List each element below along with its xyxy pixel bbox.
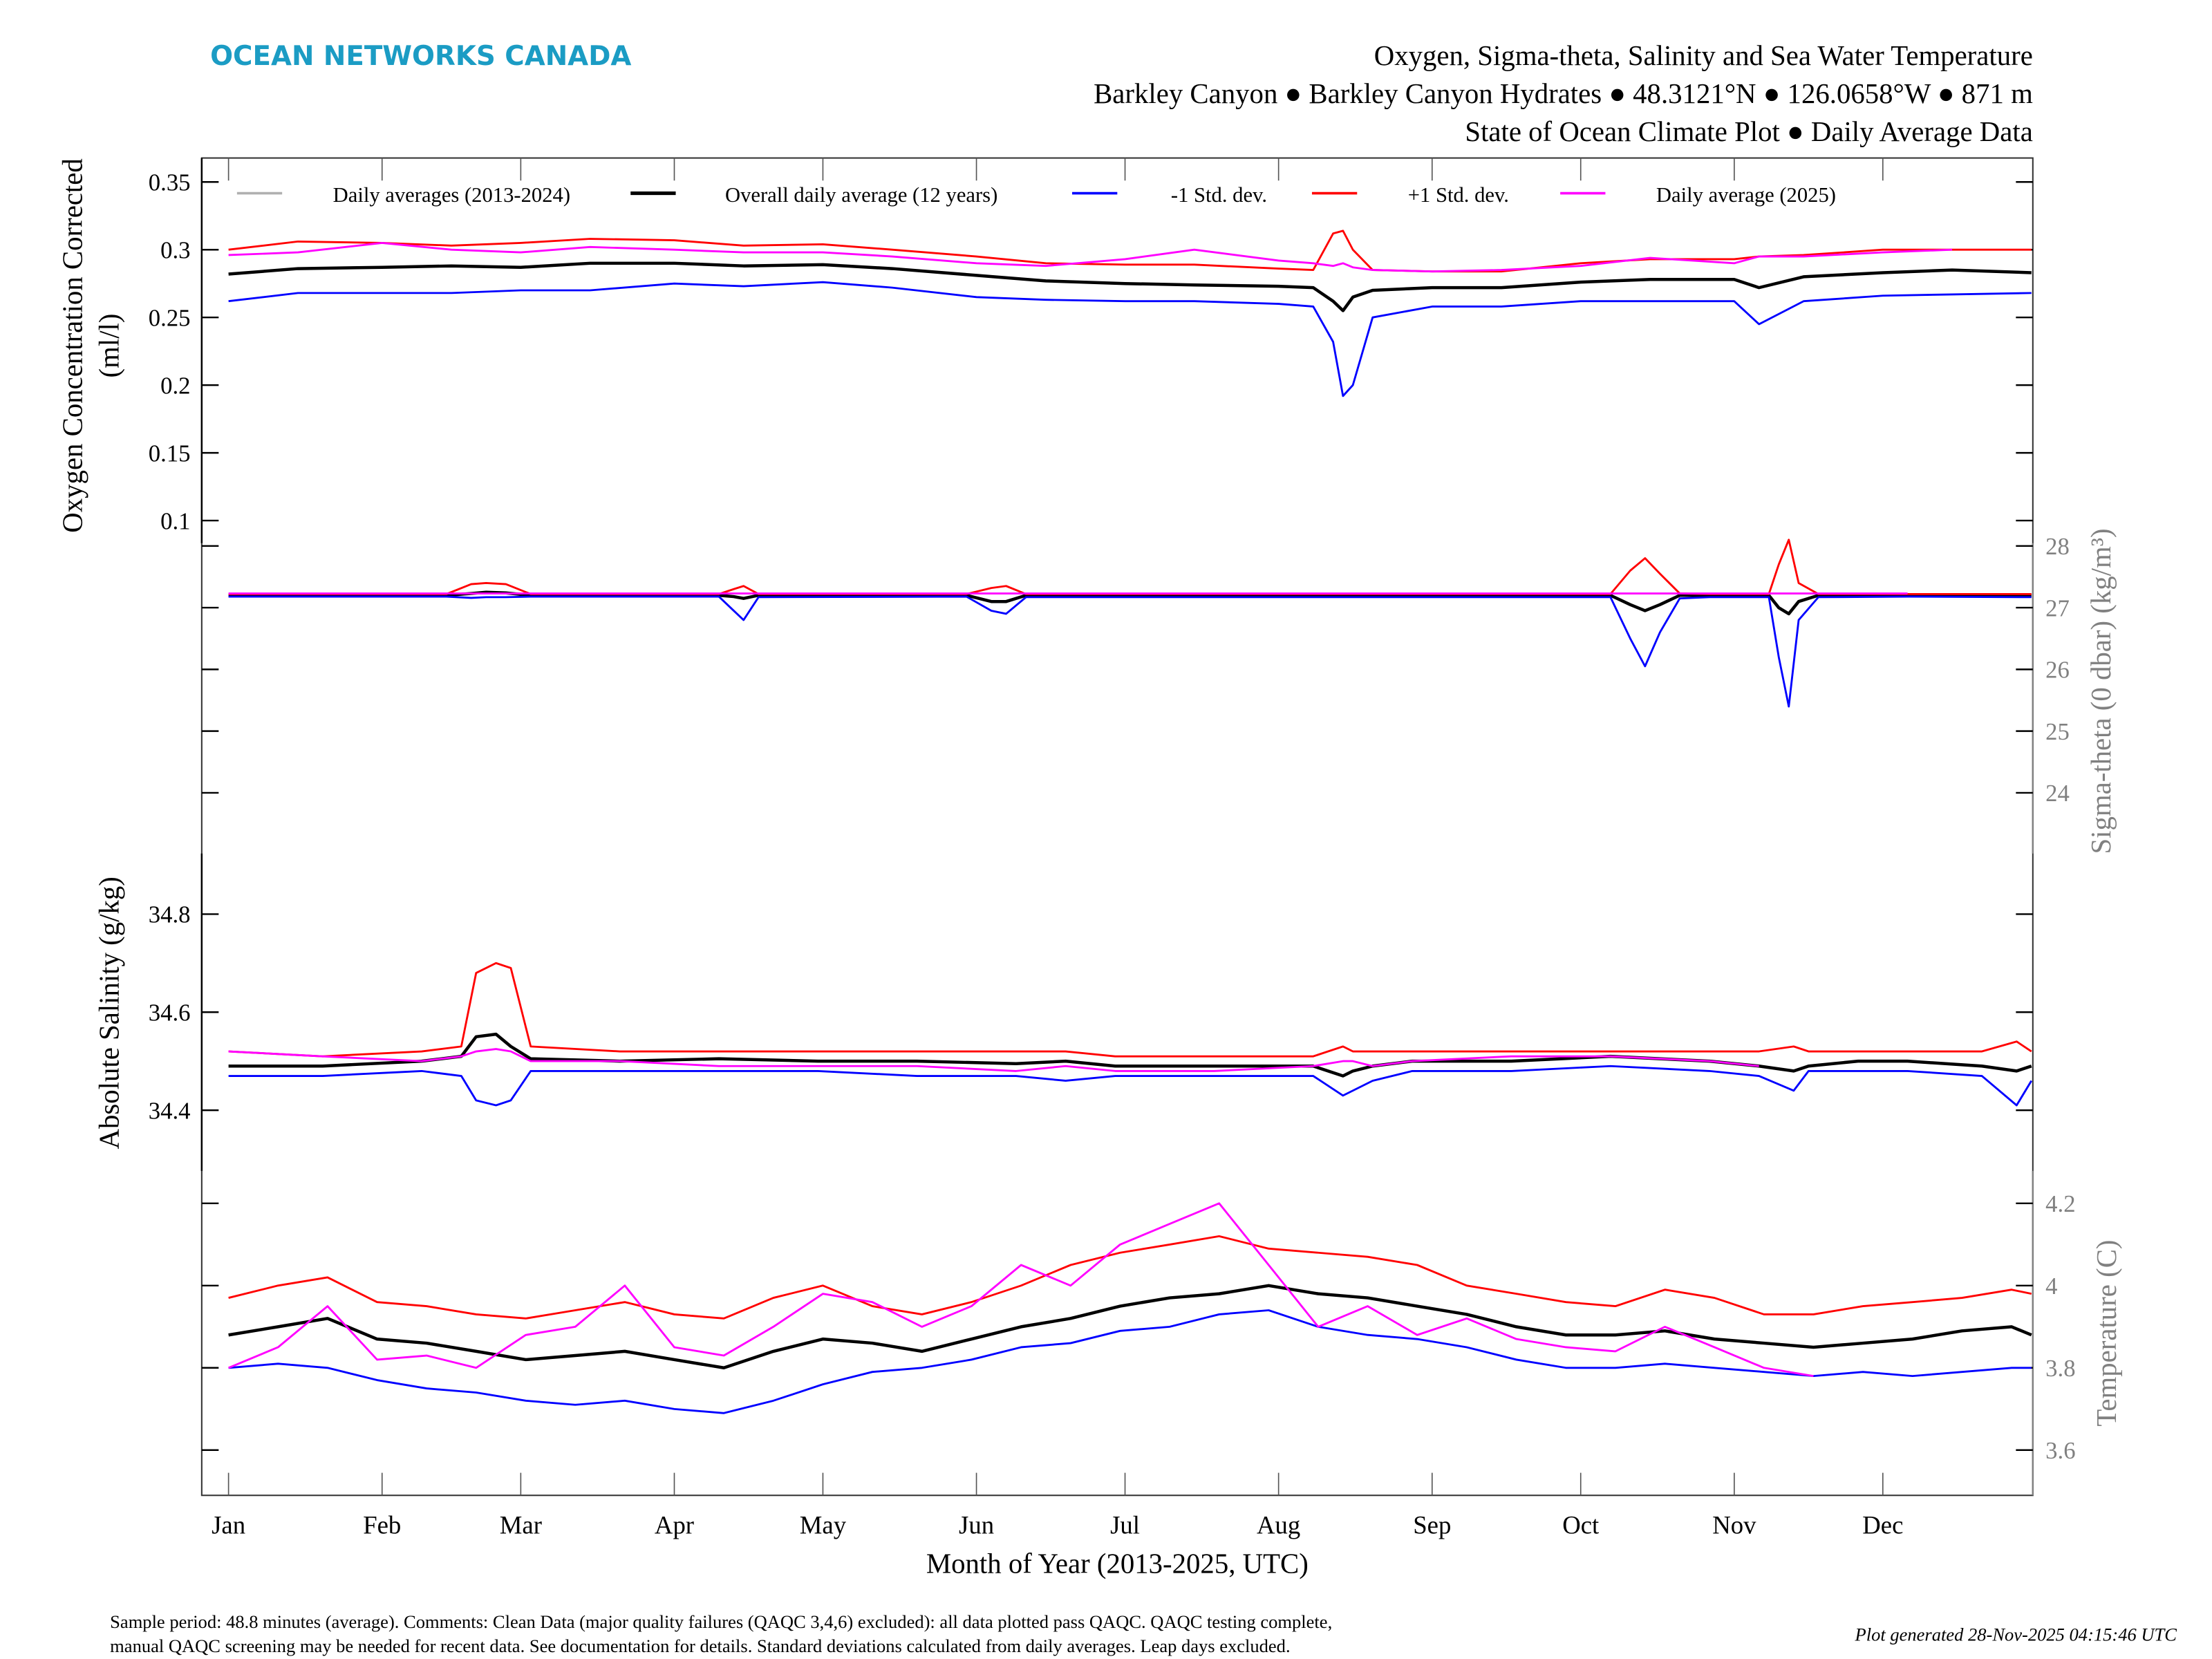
sigma-tick-label: 28 <box>2045 533 2070 560</box>
salinity-series-overall <box>228 1032 2032 1078</box>
legend-label-plus-std: +1 Std. dev. <box>1408 183 1509 207</box>
plot-subtitle-type: State of Ocean Climate Plot ● Daily Aver… <box>1465 116 2032 147</box>
temperature-tick-label: 3.8 <box>2045 1355 2075 1382</box>
sigma-tick-label: 24 <box>2045 780 2070 807</box>
legend: Daily averages (2013-2024) Overall daily … <box>236 183 1836 207</box>
month-label-apr: Apr <box>655 1510 694 1539</box>
month-label-dec: Dec <box>1862 1510 1903 1539</box>
month-label-mar: Mar <box>500 1510 542 1539</box>
temperature-ylabel: Temperature (C) <box>2091 1240 2122 1427</box>
sigma-series-overall <box>228 590 2032 616</box>
oxygen-tick-label: 0.35 <box>149 169 191 196</box>
oxygen-series-plus-std <box>228 229 2032 273</box>
temperature-tick-label: 3.6 <box>2045 1437 2075 1464</box>
month-label-oct: Oct <box>1562 1510 1599 1539</box>
salinity-ylabel: Absolute Salinity (g/kg) <box>93 877 124 1149</box>
salinity-tick-label: 34.4 <box>149 1097 191 1124</box>
plot-title: Oxygen, Sigma-theta, Salinity and Sea Wa… <box>1374 40 2033 71</box>
legend-label-daily-averages: Daily averages (2013-2024) <box>333 183 570 207</box>
sigma-tick-label: 26 <box>2045 657 2070 684</box>
plot-frame <box>200 157 2034 1497</box>
temperature-tick-label: 4.2 <box>2045 1190 2075 1217</box>
temperature-tick-label: 4 <box>2045 1273 2057 1300</box>
onc-logo: OCEAN NETWORKS CANADA <box>210 41 631 72</box>
oxygen-tick-label: 0.15 <box>149 440 191 467</box>
legend-label-overall: Overall daily average (12 years) <box>725 183 997 207</box>
x-axis-label: Month of Year (2013-2025, UTC) <box>926 1548 1309 1580</box>
month-label-aug: Aug <box>1257 1510 1300 1539</box>
salinity-series-minus-std <box>228 1065 2032 1107</box>
y-axes: 0.35 0.3 0.25 0.2 0.15 0.1 28 27 26 25 24 34.8 34.6 3… <box>149 158 2076 1496</box>
footer-comment-line2: manual QAQC screening may be needed for … <box>110 1635 1290 1656</box>
plot-subtitle-location: Barkley Canyon ● Barkley Canyon Hydrates… <box>1094 78 2033 109</box>
oxygen-tick-label: 0.25 <box>149 304 191 331</box>
salinity-tick-label: 34.8 <box>149 901 191 928</box>
temperature-series-year-2025 <box>228 1202 1814 1378</box>
data-lines <box>228 229 2032 1414</box>
month-label-may: May <box>800 1510 847 1539</box>
sigma-ylabel: Sigma-theta (0 dbar) (kg/m³) <box>2086 528 2117 854</box>
oxygen-tick-label: 0.2 <box>160 372 190 399</box>
oxygen-ylabel-unit: (ml/l) <box>93 314 124 378</box>
month-label-jan: Jan <box>212 1510 245 1539</box>
plot-generated-timestamp: Plot generated 28-Nov-2025 04:15:46 UTC <box>1855 1624 2177 1644</box>
oxygen-tick-label: 0.3 <box>160 236 190 263</box>
legend-label-year-2025: Daily average (2025) <box>1656 183 1836 207</box>
salinity-series-plus-std <box>228 962 2032 1058</box>
footer-comment-line1: Sample period: 48.8 minutes (average). C… <box>110 1611 1332 1632</box>
month-label-nov: Nov <box>1712 1510 1756 1539</box>
temperature-series-plus-std <box>228 1235 2032 1320</box>
sigma-tick-label: 25 <box>2045 718 2070 745</box>
oxygen-series-year-2025 <box>228 241 1953 273</box>
oxygen-series-minus-std <box>228 281 2032 397</box>
salinity-tick-label: 34.6 <box>149 1000 191 1027</box>
sigma-series-minus-std <box>228 595 2032 708</box>
sigma-tick-label: 27 <box>2045 594 2070 621</box>
oxygen-series-overall <box>228 261 2032 312</box>
temperature-series-overall <box>228 1284 2032 1370</box>
temperature-series-minus-std <box>228 1309 2032 1414</box>
legend-label-minus-std: -1 Std. dev. <box>1171 183 1267 207</box>
salinity-series-year-2025 <box>228 1048 1759 1072</box>
month-label-jun: Jun <box>959 1510 994 1539</box>
month-ticks <box>227 158 1884 1496</box>
oxygen-tick-label: 0.1 <box>160 507 190 534</box>
sigma-series-plus-std <box>228 538 2032 595</box>
month-label-jul: Jul <box>1110 1510 1140 1539</box>
month-label-feb: Feb <box>363 1510 401 1539</box>
month-labels: Jan Feb Mar Apr May Jun Jul Aug Sep Oct Nov Dec <box>212 1510 1903 1539</box>
month-label-sep: Sep <box>1413 1510 1451 1539</box>
oxygen-ylabel: Oxygen Concentration Corrected <box>57 158 88 533</box>
